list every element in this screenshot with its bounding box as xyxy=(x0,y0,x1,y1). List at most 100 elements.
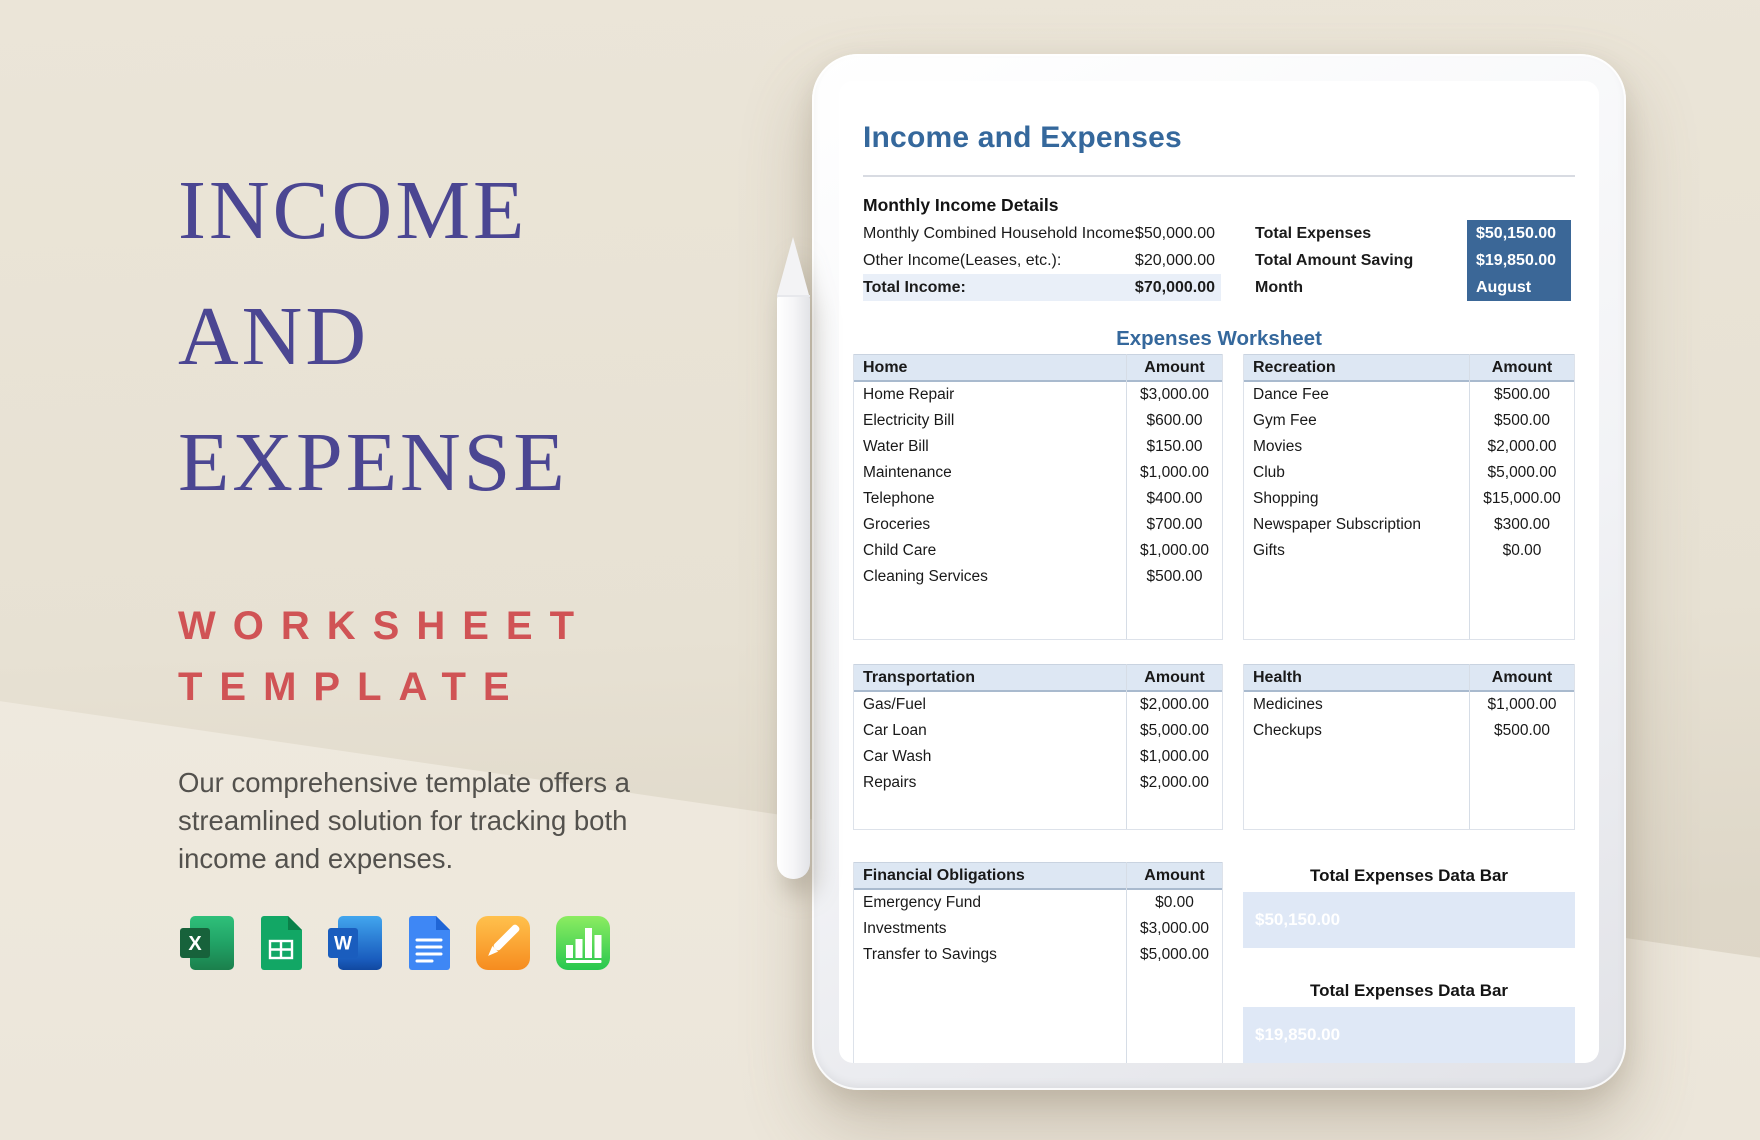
stylus-pencil xyxy=(777,237,810,879)
row-label: Electricity Bill xyxy=(863,412,955,429)
table-row: Movies $2,000.00 xyxy=(1244,434,1574,460)
table-header-row: Recreation Amount xyxy=(1244,354,1574,382)
svg-text:W: W xyxy=(334,934,352,955)
table-row: Gas/Fuel $2,000.00 xyxy=(854,692,1222,718)
microsoft-word-icon[interactable]: W xyxy=(326,914,384,972)
row-amount: $1,000.00 xyxy=(1140,464,1209,481)
table-row: Newspaper Subscription $300.00 xyxy=(1244,512,1574,538)
row-label: Groceries xyxy=(863,516,931,533)
table-row: Shopping $15,000.00 xyxy=(1244,486,1574,512)
table-header-row: Health Amount xyxy=(1244,664,1574,692)
table-row: Medicines $1,000.00 xyxy=(1244,692,1574,718)
row-amount: $0.00 xyxy=(1502,542,1542,559)
row-label: Newspaper Subscription xyxy=(1253,516,1422,533)
row-label: Club xyxy=(1253,464,1285,481)
income-value: $70,000.00 xyxy=(1123,274,1221,301)
poster-subtitle-line: TEMPLATE xyxy=(178,665,527,709)
summary-label: Total Amount Saving xyxy=(1255,251,1414,269)
summary-value: $19,850.00 xyxy=(1467,247,1571,274)
row-label: Maintenance xyxy=(863,464,952,481)
table-row: Investments $3,000.00 xyxy=(854,916,1222,942)
row-label: Water Bill xyxy=(863,438,929,455)
row-amount: $600.00 xyxy=(1146,412,1203,429)
data-bar-block: Total Expenses Data Bar $50,150.00 xyxy=(1243,862,1575,948)
table-row: Car Wash $1,000.00 xyxy=(854,744,1222,770)
financial-obligations-table-cell: Financial Obligations Amount Emergency F… xyxy=(853,862,1223,1063)
title-divider xyxy=(863,175,1575,177)
data-bar: $50,150.00 xyxy=(1243,892,1575,948)
row-label: Movies xyxy=(1253,438,1303,455)
table-row: Home Repair $3,000.00 xyxy=(854,382,1222,408)
table-row: Water Bill $150.00 xyxy=(854,434,1222,460)
table-category-header: Financial Obligations xyxy=(863,866,1025,884)
row-amount: $400.00 xyxy=(1146,490,1203,507)
app-icons-row: X xyxy=(178,914,688,972)
row-amount: $3,000.00 xyxy=(1140,920,1209,937)
sheet-title: Income and Expenses xyxy=(863,121,1182,154)
poster-title-line: INCOME xyxy=(178,164,528,257)
row-amount: $2,000.00 xyxy=(1487,438,1557,455)
tablet-mockup: Income and Expenses Monthly Income Detai… xyxy=(812,54,1626,1090)
svg-text:X: X xyxy=(188,933,202,955)
row-amount: $1,000.00 xyxy=(1487,696,1557,713)
row-label: Medicines xyxy=(1253,696,1323,713)
table-category-header: Health xyxy=(1253,668,1302,686)
table-row: Emergency Fund $0.00 xyxy=(854,890,1222,916)
row-amount: $5,000.00 xyxy=(1140,946,1209,963)
table-category-header: Transportation xyxy=(863,668,976,686)
income-label: Total Income: xyxy=(863,274,1123,301)
apple-pages-icon[interactable] xyxy=(474,914,532,972)
row-label: Transfer to Savings xyxy=(863,946,997,963)
table-category-header: Home xyxy=(863,358,908,376)
table-amount-header: Amount xyxy=(1491,668,1553,686)
home-table-cell: Home Amount Home Repair $3,000.00 Electr… xyxy=(853,354,1223,640)
apple-numbers-icon[interactable] xyxy=(554,914,612,972)
table-amount-header: Amount xyxy=(1144,866,1205,884)
worksheet-title: Expenses Worksheet xyxy=(1116,327,1322,350)
data-bars-section: Total Expenses Data Bar $50,150.00 Total… xyxy=(1243,862,1575,1063)
table-row: Transfer to Savings $5,000.00 xyxy=(854,942,1222,968)
expense-table: Health Amount Medicines $1,000.00 Checku… xyxy=(1243,664,1575,830)
row-label: Emergency Fund xyxy=(863,894,982,911)
google-sheets-icon[interactable] xyxy=(258,914,304,972)
income-section-heading: Monthly Income Details xyxy=(863,195,1059,215)
table-amount-header: Amount xyxy=(1144,668,1205,686)
table-row: Maintenance $1,000.00 xyxy=(854,460,1222,486)
table-amount-header: Amount xyxy=(1491,358,1553,376)
table-row: Cleaning Services $500.00 xyxy=(854,564,1222,590)
row-label: Child Care xyxy=(863,542,937,559)
row-label: Repairs xyxy=(863,774,917,791)
table-row: Gifts $0.00 xyxy=(1244,538,1574,564)
income-label: Other Income(Leases, etc.): xyxy=(863,251,1062,269)
row-amount: $500.00 xyxy=(1493,722,1551,739)
expense-table: Recreation Amount Dance Fee $500.00 Gym … xyxy=(1243,354,1575,640)
row-amount: $500.00 xyxy=(1493,412,1551,429)
microsoft-excel-icon[interactable]: X xyxy=(178,914,236,972)
income-label: Monthly Combined Household Income: xyxy=(863,224,1139,242)
google-docs-icon[interactable] xyxy=(406,914,452,972)
row-label: Dance Fee xyxy=(1253,386,1329,403)
row-amount: $5,000.00 xyxy=(1140,722,1209,739)
row-label: Cleaning Services xyxy=(863,568,988,585)
table-header-row: Financial Obligations Amount xyxy=(854,862,1222,890)
poster-subtitle-line: WORKSHEET xyxy=(178,604,591,648)
row-amount: $5,000.00 xyxy=(1487,464,1557,481)
data-bar-title: Total Expenses Data Bar xyxy=(1309,866,1509,885)
row-amount: $2,000.00 xyxy=(1140,774,1209,791)
health-table-cell: Health Amount Medicines $1,000.00 Checku… xyxy=(1243,664,1575,830)
expense-table: Home Amount Home Repair $3,000.00 Electr… xyxy=(853,354,1223,640)
row-label: Shopping xyxy=(1253,490,1319,507)
row-label: Checkups xyxy=(1253,722,1322,739)
summary-label: Month xyxy=(1255,278,1303,296)
table-row: Dance Fee $500.00 xyxy=(1244,382,1574,408)
table-row: Checkups $500.00 xyxy=(1244,718,1574,744)
row-label: Home Repair xyxy=(863,386,955,403)
table-row: Car Loan $5,000.00 xyxy=(854,718,1222,744)
income-value: $20,000.00 xyxy=(1134,251,1215,269)
row-amount: $150.00 xyxy=(1146,438,1203,455)
table-header-row: Home Amount xyxy=(854,354,1222,382)
summary-label: Total Expenses xyxy=(1255,224,1372,242)
row-amount: $1,000.00 xyxy=(1140,748,1209,765)
transportation-table-cell: Transportation Amount Gas/Fuel $2,000.00… xyxy=(853,664,1223,830)
row-amount: $0.00 xyxy=(1155,894,1194,911)
